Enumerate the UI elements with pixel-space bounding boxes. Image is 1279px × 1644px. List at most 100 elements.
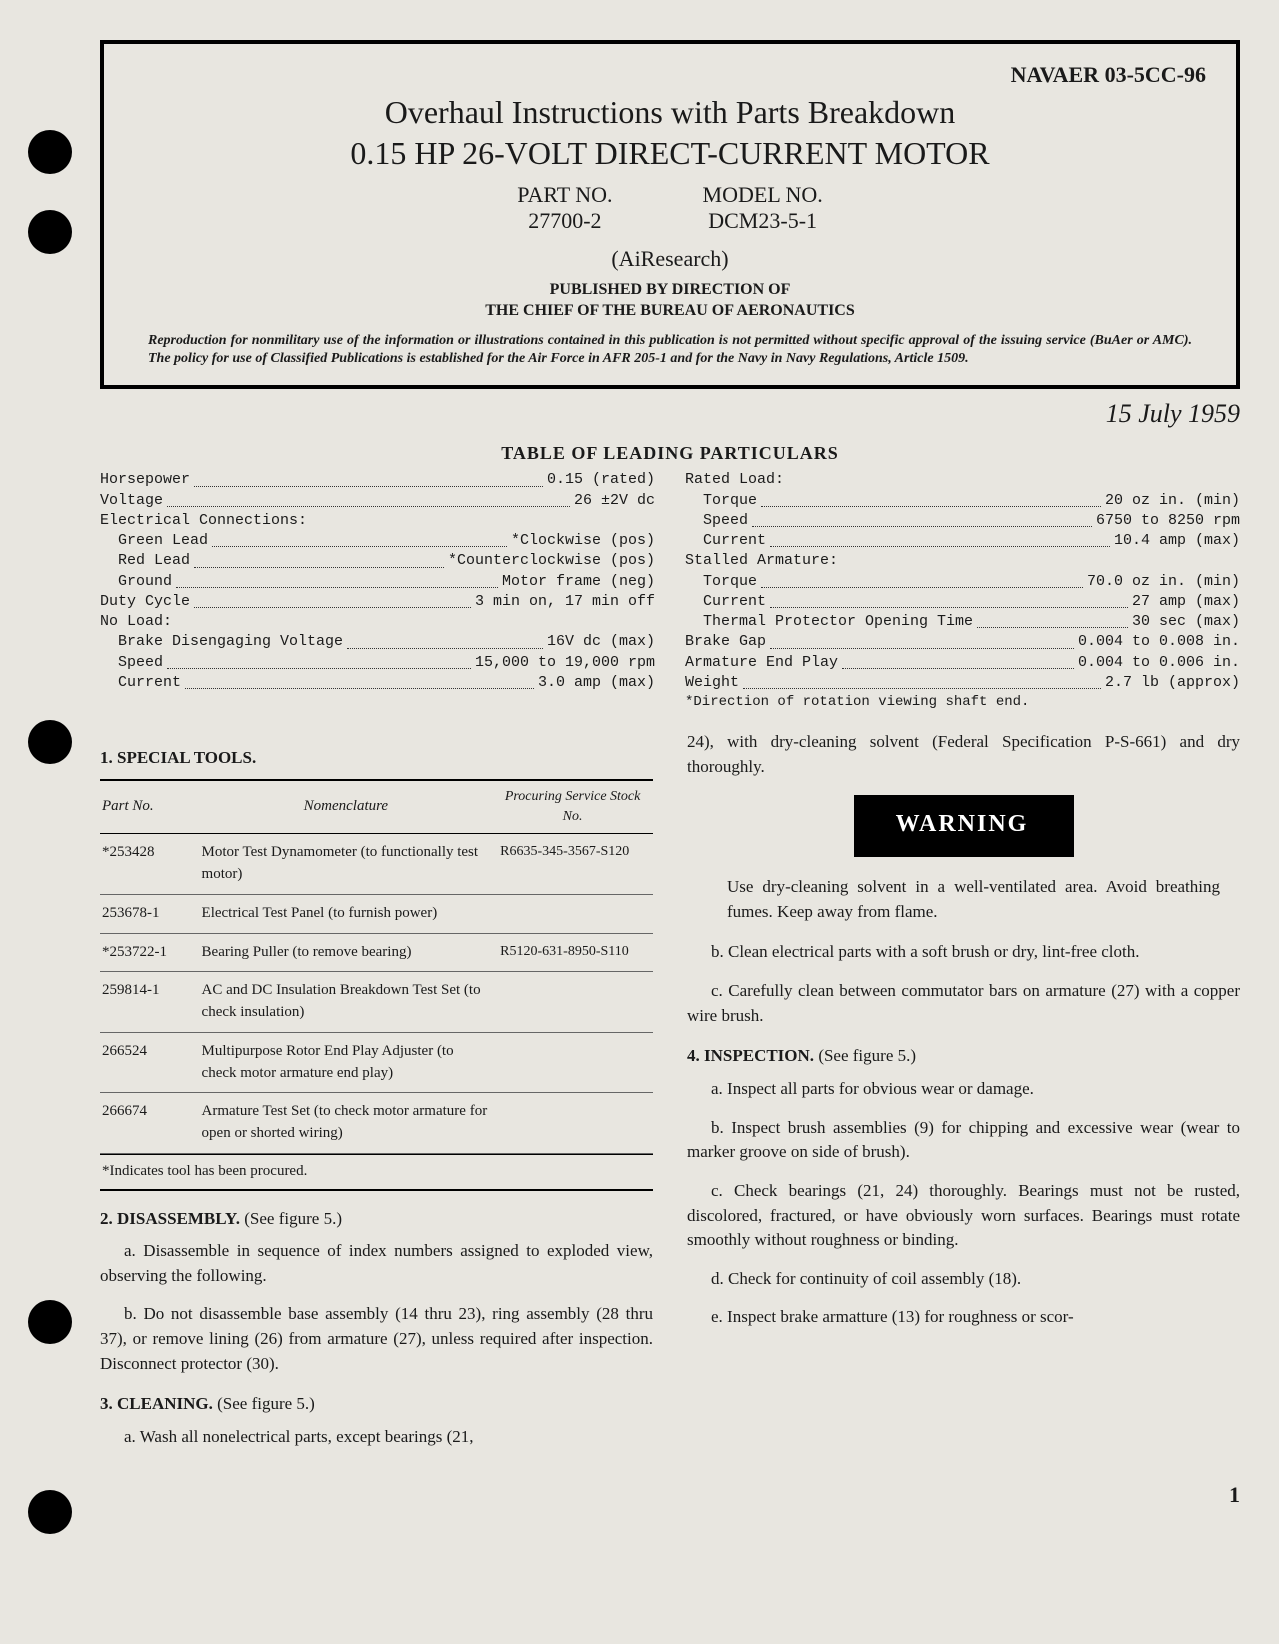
tools-col-header: Part No. [100, 780, 200, 834]
dot-leader [761, 491, 1101, 507]
particulars-right-col: Rated Load:Torque20 oz in. (min)Speed675… [685, 470, 1240, 712]
document-page: NAVAER 03-5CC-96 Overhaul Instructions w… [100, 40, 1240, 1464]
inspection-a: a. Inspect all parts for obvious wear or… [687, 1077, 1240, 1102]
punch-hole [28, 210, 72, 254]
document-id: NAVAER 03-5CC-96 [134, 62, 1206, 88]
pub-line-1: PUBLISHED BY DIRECTION OF [550, 281, 791, 298]
particulars-row: Voltage26 ±2V dc [100, 491, 655, 511]
cleaning-a-cont: 24), with dry-cleaning solvent (Federal … [687, 730, 1240, 779]
table-cell [498, 1032, 653, 1093]
particulars-key: Green Lead [100, 531, 208, 551]
model-no-value: DCM23-5-1 [703, 208, 823, 234]
punch-hole [28, 1490, 72, 1534]
dot-leader [212, 531, 507, 547]
particulars-key: Brake Disengaging Voltage [100, 632, 343, 652]
particulars-key: Speed [685, 511, 748, 531]
dot-leader [176, 572, 498, 588]
particulars-value: 20 oz in. (min) [1105, 491, 1240, 511]
particulars-row: Current10.4 amp (max) [685, 531, 1240, 551]
particulars-row: Speed 6750 to 8250 rpm [685, 511, 1240, 531]
particulars-key: Thermal Protector Opening Time [685, 612, 973, 632]
particulars-key: Electrical Connections: [100, 511, 307, 531]
particulars-key: Current [685, 592, 766, 612]
particulars-row: Horsepower0.15 (rated) [100, 470, 655, 490]
particulars-row: Duty Cycle3 min on, 17 min off [100, 592, 655, 612]
table-cell: Multipurpose Rotor End Play Adjuster (to… [200, 1032, 499, 1093]
table-row: *253428Motor Test Dynamometer (to functi… [100, 834, 653, 895]
table-row: 266674Armature Test Set (to check motor … [100, 1093, 653, 1154]
particulars-row: Weight 2.7 lb (approx) [685, 673, 1240, 693]
tools-col-header: Procuring Service Stock No. [498, 780, 653, 834]
body-col-left: 1. SPECIAL TOOLS. Part No.NomenclaturePr… [100, 730, 653, 1464]
particulars-row: Electrical Connections: [100, 511, 655, 531]
special-tools-heading: 1. SPECIAL TOOLS. [100, 746, 653, 771]
particulars-key: Duty Cycle [100, 592, 190, 612]
particulars-key: Torque [685, 491, 757, 511]
particulars-row: Torque 20 oz in. (min) [685, 491, 1240, 511]
particulars-value: 0.15 (rated) [547, 470, 655, 490]
body-columns: 1. SPECIAL TOOLS. Part No.NomenclaturePr… [100, 730, 1240, 1464]
particulars-title: TABLE OF LEADING PARTICULARS [100, 443, 1240, 464]
see-figure-ref-2: (See figure 5.) [217, 1394, 315, 1413]
table-cell: AC and DC Insulation Breakdown Test Set … [200, 972, 499, 1033]
particulars-value: 15,000 to 19,000 rpm [475, 653, 655, 673]
punch-hole [28, 130, 72, 174]
particulars-row: Current 27 amp (max) [685, 592, 1240, 612]
particulars-value: 2.7 lb (approx) [1105, 673, 1240, 693]
particulars-value: Motor frame (neg) [502, 572, 655, 592]
particulars-table: Horsepower0.15 (rated)Voltage26 ±2V dcEl… [100, 470, 1240, 712]
table-cell [498, 894, 653, 933]
table-cell: R6635-345-3567-S120 [498, 834, 653, 895]
punch-hole [28, 1300, 72, 1344]
particulars-value: 16V dc (max) [547, 632, 655, 652]
particulars-value: 0.004 to 0.008 in. [1078, 632, 1240, 652]
particulars-key: Weight [685, 673, 739, 693]
inspection-b: b. Inspect brush assemblies (9) for chip… [687, 1116, 1240, 1165]
table-cell: Motor Test Dynamometer (to functionally … [200, 834, 499, 895]
particulars-left-col: Horsepower0.15 (rated)Voltage26 ±2V dcEl… [100, 470, 655, 712]
particulars-key: Ground [100, 572, 172, 592]
dot-leader [167, 653, 471, 669]
dot-leader [977, 612, 1128, 628]
dot-leader [194, 470, 543, 486]
table-cell: 259814-1 [100, 972, 200, 1033]
table-cell: *253722-1 [100, 933, 200, 972]
inspection-h-text: 4. INSPECTION. [687, 1046, 814, 1065]
particulars-value: 6750 to 8250 rpm [1096, 511, 1240, 531]
airesearch-label: (AiResearch) [134, 246, 1206, 272]
publication-date: 15 July 1959 [100, 399, 1240, 429]
published-by: PUBLISHED BY DIRECTION OF THE CHIEF OF T… [134, 280, 1206, 322]
warning-text: Use dry-cleaning solvent in a well-venti… [687, 875, 1240, 924]
cleaning-heading: 3. CLEANING. (See figure 5.) [100, 1392, 653, 1417]
model-no-label: MODEL NO. [703, 182, 823, 208]
particulars-value: *Clockwise (pos) [511, 531, 655, 551]
table-cell: R5120-631-8950-S110 [498, 933, 653, 972]
particulars-key: Armature End Play [685, 653, 838, 673]
dot-leader [752, 511, 1092, 527]
table-cell [498, 1093, 653, 1154]
particulars-value: *Counterclockwise (pos) [448, 551, 655, 571]
particulars-row: Red Lead *Counterclockwise (pos) [100, 551, 655, 571]
particulars-value: 70.0 oz in. (min) [1087, 572, 1240, 592]
table-cell [498, 972, 653, 1033]
particulars-value: 27 amp (max) [1132, 592, 1240, 612]
particulars-key: Speed [100, 653, 163, 673]
see-figure-ref: (See figure 5.) [244, 1209, 342, 1228]
table-row: 266524Multipurpose Rotor End Play Adjust… [100, 1032, 653, 1093]
particulars-row: No Load: [100, 612, 655, 632]
dot-leader [761, 572, 1083, 588]
cleaning-a: a. Wash all nonelectrical parts, except … [100, 1425, 653, 1450]
table-row: 259814-1AC and DC Insulation Breakdown T… [100, 972, 653, 1033]
particulars-row: Brake Disengaging Voltage 16V dc (max) [100, 632, 655, 652]
disassembly-heading: 2. DISASSEMBLY. (See figure 5.) [100, 1207, 653, 1232]
particulars-row: Green Lead *Clockwise (pos) [100, 531, 655, 551]
particulars-value: 3.0 amp (max) [538, 673, 655, 693]
cleaning-b: b. Clean electrical parts with a soft br… [687, 940, 1240, 965]
table-cell: Electrical Test Panel (to furnish power) [200, 894, 499, 933]
inspection-e: e. Inspect brake armatture (13) for roug… [687, 1305, 1240, 1330]
dot-leader [770, 592, 1128, 608]
particulars-key: Red Lead [100, 551, 190, 571]
title-line-1: Overhaul Instructions with Parts Breakdo… [134, 94, 1206, 131]
particulars-key: Brake Gap [685, 632, 766, 652]
part-no-value: 27700-2 [517, 208, 612, 234]
